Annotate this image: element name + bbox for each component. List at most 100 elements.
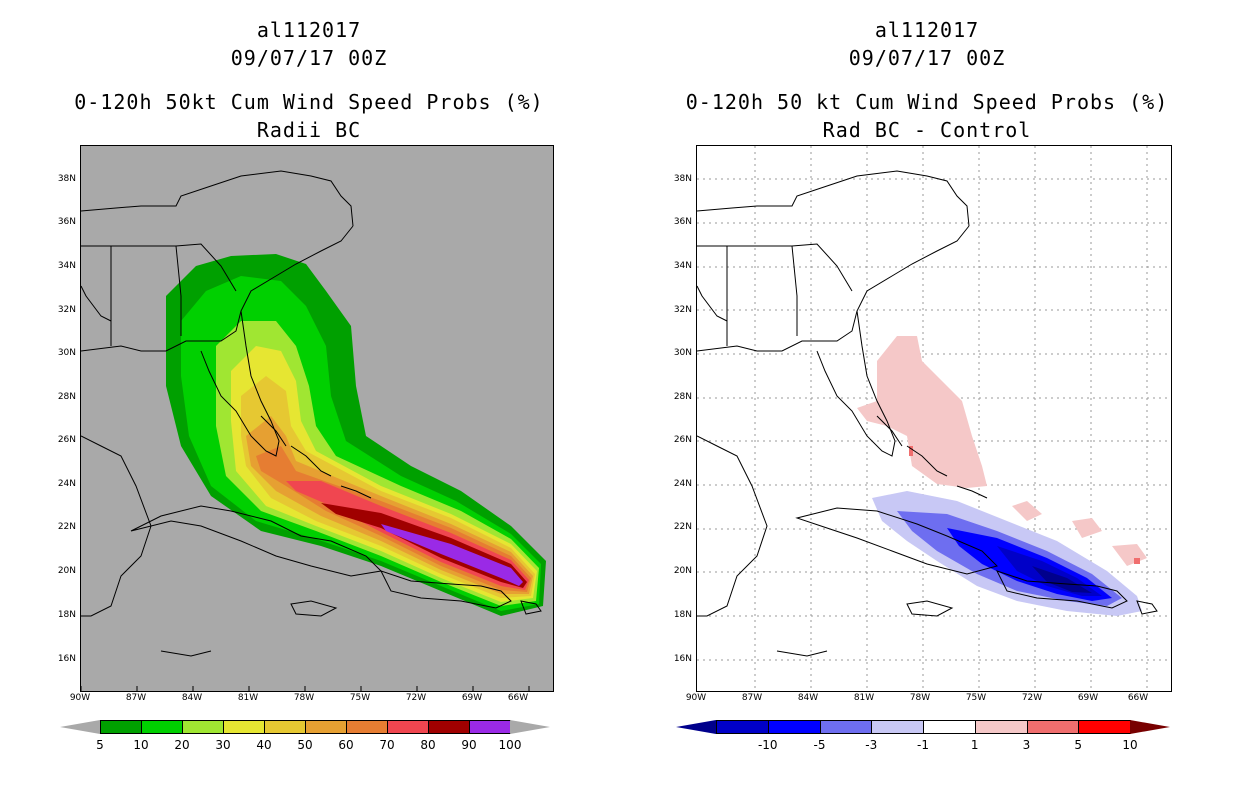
lon-label: 84W	[181, 693, 203, 703]
datetime: 09/07/17 00Z	[848, 46, 1006, 70]
lat-label: 28N	[57, 392, 76, 402]
colorbar-label: 100	[498, 738, 522, 752]
lat-label: 24N	[57, 479, 76, 489]
colorbar-segment	[923, 720, 976, 734]
colorbar-end-cap	[676, 720, 716, 734]
colorbar-segment	[182, 720, 224, 734]
lat-label: 34N	[673, 261, 692, 271]
probability-map	[80, 145, 554, 692]
colorbar-label: 10	[133, 738, 149, 752]
lat-label: 18N	[57, 610, 76, 620]
chart-title: 0-120h 50kt Cum Wind Speed Probs (%)	[74, 90, 544, 114]
lat-label: 20N	[673, 566, 692, 576]
colorbar-label: 80	[420, 738, 436, 752]
colorbar-end-cap	[60, 720, 100, 734]
axis-ticks	[81, 686, 530, 691]
colorbar-label: 3	[1022, 738, 1031, 752]
lon-label: 78W	[909, 693, 931, 703]
colorbar-segment	[264, 720, 306, 734]
colorbar-segment	[346, 720, 388, 734]
lat-label: 38N	[673, 174, 692, 184]
coastline-layer	[697, 170, 1158, 657]
colorbar-label: -10	[757, 738, 778, 752]
colorbar	[676, 720, 1170, 734]
colorbar-segment	[223, 720, 265, 734]
colorbar-end-cap	[510, 720, 550, 734]
storm-id: al112017	[256, 18, 362, 42]
lat-label: 30N	[673, 348, 692, 358]
diff-contour-1-to-3	[857, 336, 987, 488]
colorbar-label: 70	[379, 738, 395, 752]
chart-subtitle: Radii BC	[256, 118, 362, 142]
diff-contour-3-to-5	[1134, 558, 1140, 564]
difference-map	[696, 145, 1172, 692]
lon-label: 87W	[741, 693, 763, 703]
colorbar-label: 10	[1122, 738, 1138, 752]
grid-lines	[697, 146, 1171, 691]
colorbar-segment	[387, 720, 429, 734]
right-panel: al112017 09/07/17 00Z 0-120h 50 kt Cum W…	[618, 0, 1236, 800]
lat-label: 24N	[673, 479, 692, 489]
lon-label: 66W	[507, 693, 529, 703]
colorbar-segment	[767, 720, 821, 734]
lat-label: 16N	[57, 654, 76, 664]
lat-label: 32N	[57, 305, 76, 315]
lat-label: 18N	[673, 610, 692, 620]
colorbar-segment	[819, 720, 873, 734]
colorbar-segment	[1026, 720, 1080, 734]
chart-subtitle: Rad BC - Control	[822, 118, 1032, 142]
lon-label: 90W	[685, 693, 707, 703]
lon-label: 72W	[1021, 693, 1043, 703]
datetime: 09/07/17 00Z	[230, 46, 388, 70]
lon-label: 81W	[853, 693, 875, 703]
colorbar-segment	[141, 720, 183, 734]
left-panel: al112017 09/07/17 00Z 0-120h 50kt Cum Wi…	[57, 18, 554, 752]
colorbar-segment	[1078, 720, 1131, 734]
colorbar-segment	[305, 720, 347, 734]
lat-label: 16N	[673, 654, 692, 664]
colorbar-segment	[428, 720, 470, 734]
lat-label: 20N	[57, 566, 76, 576]
colorbar-label: 20	[174, 738, 190, 752]
storm-id: al112017	[874, 18, 980, 42]
lat-label: 36N	[57, 217, 76, 227]
colorbar-label: 5	[1074, 738, 1083, 752]
lon-label: 87W	[125, 693, 147, 703]
lon-label: 72W	[405, 693, 427, 703]
diff-contour-1-to-3	[1112, 544, 1147, 566]
colorbar-label: 50	[297, 738, 313, 752]
colorbar-segment	[100, 720, 142, 734]
lat-label: 34N	[57, 261, 76, 271]
lat-label: 30N	[57, 348, 76, 358]
diff-contour-1-to-3	[1012, 501, 1042, 521]
colorbar-end-cap	[1130, 720, 1170, 734]
prob-contour-100	[401, 531, 519, 583]
colorbar-segment	[974, 720, 1028, 734]
colorbar-label: 90	[461, 738, 477, 752]
colorbar-label: 40	[256, 738, 272, 752]
lon-label: 90W	[69, 693, 91, 703]
colorbar-label: -5	[813, 738, 826, 752]
lat-label: 26N	[57, 435, 76, 445]
colorbar-label: 30	[215, 738, 231, 752]
colorbar-label: -1	[917, 738, 929, 752]
lon-label: 78W	[293, 693, 315, 703]
lon-label: 69W	[461, 693, 483, 703]
lat-label: 36N	[673, 217, 692, 227]
lat-label: 22N	[673, 522, 692, 532]
colorbar-segment	[469, 720, 511, 734]
lon-label: 84W	[797, 693, 819, 703]
colorbar-label: -3	[865, 738, 878, 752]
coastline-layer	[81, 170, 542, 657]
colorbar	[60, 720, 550, 734]
lat-label: 32N	[673, 305, 692, 315]
diff-contour-below-minus-10	[1032, 566, 1092, 593]
lat-label: 28N	[673, 392, 692, 402]
lon-label: 75W	[349, 693, 371, 703]
colorbar-label: 1	[970, 738, 979, 752]
lat-label: 38N	[57, 174, 76, 184]
lon-label: 66W	[1127, 693, 1149, 703]
colorbar-label: 60	[338, 738, 354, 752]
lon-label: 81W	[237, 693, 259, 703]
colorbar-label: 5	[96, 738, 104, 752]
